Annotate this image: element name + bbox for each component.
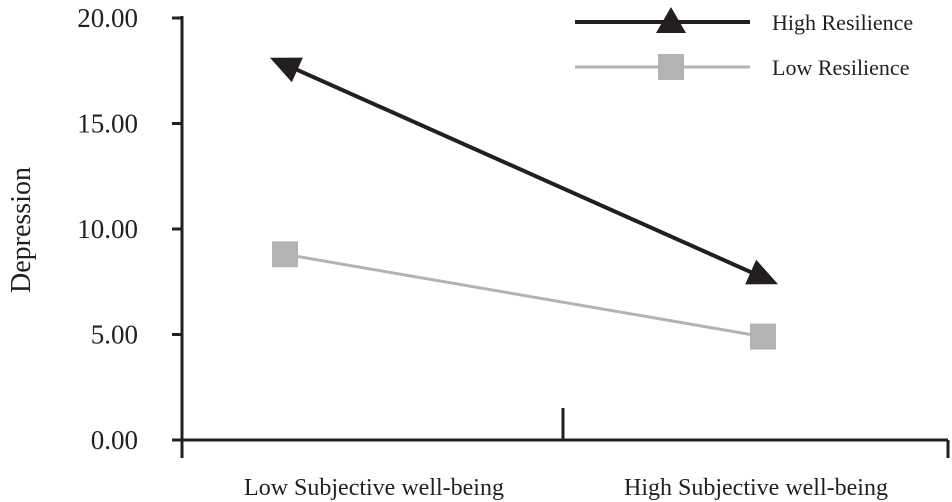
data-point-triangle xyxy=(745,259,779,285)
legend-label: High Resilience xyxy=(772,10,913,35)
legend-square-icon xyxy=(658,54,684,80)
data-point-square xyxy=(272,241,298,268)
y-tick-label: 10.00 xyxy=(77,214,138,244)
y-ticks: 0.00 5.00 10.00 15.00 20.00 xyxy=(77,3,182,455)
y-axis-title: Depression xyxy=(6,167,37,293)
data-point-square xyxy=(750,323,776,350)
y-tick-label: 15.00 xyxy=(77,109,138,139)
data-point-triangle xyxy=(269,57,303,83)
legend-label: Low Resilience xyxy=(772,55,909,80)
series-low-resilience xyxy=(272,241,776,350)
legend-triangle-icon xyxy=(656,7,686,33)
y-tick-label: 5.00 xyxy=(91,320,138,350)
x-ticks: Low Subjective well-being High Subjective… xyxy=(244,408,950,501)
axes xyxy=(174,16,948,458)
y-tick-label: 20.00 xyxy=(77,3,138,33)
series-layer xyxy=(269,57,779,350)
legend-item: Low Resilience xyxy=(575,54,909,80)
x-category-label: High Subjective well-being xyxy=(624,475,888,501)
series-high-resilience xyxy=(269,57,779,285)
x-category-label: Low Subjective well-being xyxy=(244,475,504,501)
legend: High Resilience Low Resilience xyxy=(575,7,913,80)
series-line xyxy=(284,252,764,339)
series-line xyxy=(284,62,764,280)
y-tick-label: 0.00 xyxy=(91,425,138,455)
legend-item: High Resilience xyxy=(575,7,913,35)
